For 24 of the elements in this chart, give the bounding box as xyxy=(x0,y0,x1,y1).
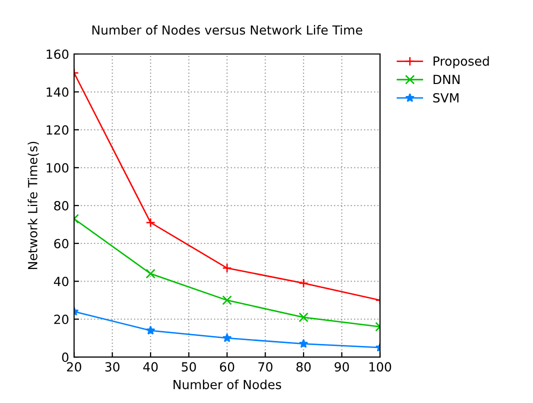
legend-label: SVM xyxy=(433,93,458,103)
x-tick-label: 30 xyxy=(105,362,120,372)
x-tick-label: 60 xyxy=(220,362,234,372)
x-tick-label: 70 xyxy=(258,362,272,372)
y-tick-label: 140 xyxy=(46,87,68,97)
legend-label: Proposed xyxy=(434,56,489,68)
y-tick-label: 40 xyxy=(54,276,68,286)
x-tick-label: 40 xyxy=(143,362,158,372)
y-tick-label: 20 xyxy=(54,314,68,324)
y-tick-label: 0 xyxy=(62,352,68,362)
chart-title: Number of Nodes versus Network Life Time xyxy=(92,25,362,35)
y-tick-label: 160 xyxy=(46,49,68,59)
y-tick-label: 100 xyxy=(46,163,68,173)
y-tick-label: 80 xyxy=(54,201,68,210)
x-tick-label: 90 xyxy=(334,362,349,372)
y-axis-title: Network Life Time(s) xyxy=(28,142,39,270)
x-tick-label: 80 xyxy=(296,362,311,372)
x-tick-label: 50 xyxy=(182,362,196,372)
x-tick-label: 20 xyxy=(67,362,82,372)
y-tick-label: 120 xyxy=(46,125,68,135)
y-tick-label: 60 xyxy=(54,238,68,248)
x-tick-label: 100 xyxy=(369,362,392,372)
legend-label: DNN xyxy=(434,74,460,84)
x-axis-title: Number of Nodes xyxy=(174,380,282,390)
